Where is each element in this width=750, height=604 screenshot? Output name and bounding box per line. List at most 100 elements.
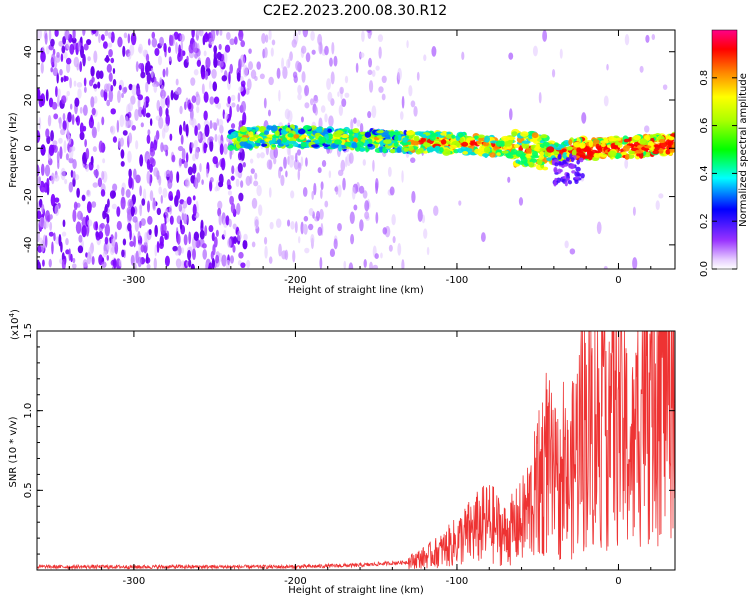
noise-speck (140, 218, 146, 226)
signal-blob (566, 172, 570, 177)
noise-speck (50, 57, 54, 66)
noise-speck (371, 105, 377, 119)
noise-speck (107, 198, 110, 208)
noise-speck (259, 152, 265, 159)
noise-speck (324, 45, 329, 56)
noise-speck (180, 247, 185, 254)
signal-blob (276, 138, 282, 145)
noise-speck (135, 250, 139, 264)
noise-speck (87, 219, 93, 227)
noise-speck (300, 116, 304, 123)
signal-blob (528, 161, 535, 168)
noise-speck (96, 164, 100, 171)
noise-speck (93, 169, 100, 178)
noise-speck (63, 51, 68, 59)
noise-speck (84, 139, 87, 148)
noise-speck (297, 162, 302, 172)
noise-speck (328, 170, 332, 179)
noise-speck (312, 96, 319, 104)
noise-speck (103, 83, 110, 93)
noise-speck (353, 117, 357, 124)
signal-blob (268, 140, 274, 145)
noise-speck (253, 216, 260, 229)
noise-speck (121, 92, 124, 98)
noise-speck (167, 46, 171, 54)
noise-speck (282, 66, 288, 79)
noise-speck (381, 93, 386, 101)
noise-speck (82, 104, 88, 116)
noise-speck (284, 249, 289, 261)
noise-speck (249, 158, 254, 164)
signal-blob (410, 140, 420, 146)
signal-blob (394, 131, 401, 136)
noise-speck (176, 171, 180, 184)
noise-speck (77, 40, 81, 52)
noise-speck (48, 231, 54, 237)
signal-blob (311, 144, 320, 148)
noise-speck (359, 122, 364, 134)
signal-blob (567, 180, 573, 185)
noise-speck (196, 59, 202, 67)
noise-speck (138, 62, 144, 70)
noise-speck (344, 156, 348, 168)
signal-blob (439, 147, 444, 153)
noise-speck (63, 140, 67, 154)
noise-speck (164, 232, 168, 240)
signal-blob (521, 140, 531, 144)
signal-blob (589, 151, 596, 158)
noise-speck (40, 62, 44, 74)
noise-speck (62, 219, 66, 228)
noise-speck (204, 71, 209, 80)
noise-speck (218, 60, 224, 68)
noise-speck (44, 32, 48, 45)
noise-speck (217, 200, 223, 210)
noise-speck (292, 250, 296, 263)
signal-blob (577, 173, 581, 177)
noise-speck (308, 223, 314, 231)
signal-blob (424, 142, 431, 148)
noise-speck (127, 198, 134, 209)
signal-blob (327, 128, 332, 133)
noise-speck (153, 139, 158, 151)
signal-blob (414, 131, 424, 136)
noise-speck (175, 78, 179, 86)
signal-blob (477, 134, 485, 139)
noise-speck (143, 245, 148, 254)
noise-speck (480, 232, 486, 243)
noise-speck (108, 89, 114, 103)
noise-speck (97, 121, 100, 133)
noise-speck (114, 231, 118, 240)
noise-speck (624, 158, 629, 169)
noise-speck (83, 86, 87, 93)
noise-speck (180, 134, 184, 145)
noise-speck (80, 212, 84, 222)
noise-speck (122, 130, 128, 136)
noise-speck (65, 238, 69, 246)
noise-speck (278, 167, 282, 179)
noise-speck (112, 183, 118, 192)
spectrogram-x-tick-label: 0 (615, 275, 621, 286)
noise-speck (380, 252, 383, 259)
noise-speck (256, 152, 261, 159)
noise-speck (632, 257, 638, 269)
noise-speck (112, 67, 116, 75)
noise-speck (72, 209, 77, 223)
signal-blob (665, 138, 674, 146)
signal-blob (530, 154, 540, 159)
noise-speck (243, 233, 248, 241)
spectrogram-x-label: Height of straight line (km) (288, 285, 424, 296)
noise-speck (178, 44, 182, 58)
noise-speck (232, 223, 237, 230)
noise-speck (542, 30, 548, 42)
noise-speck (169, 34, 174, 47)
noise-speck (337, 184, 342, 198)
noise-speck (158, 175, 162, 186)
noise-speck (221, 75, 228, 82)
snr-y-tick-label: 0.5 (23, 482, 34, 498)
noise-speck (302, 186, 308, 197)
signal-blob (546, 146, 555, 153)
noise-speck (110, 57, 115, 64)
noise-speck (211, 257, 215, 269)
noise-speck (39, 237, 43, 247)
noise-speck (65, 57, 72, 65)
